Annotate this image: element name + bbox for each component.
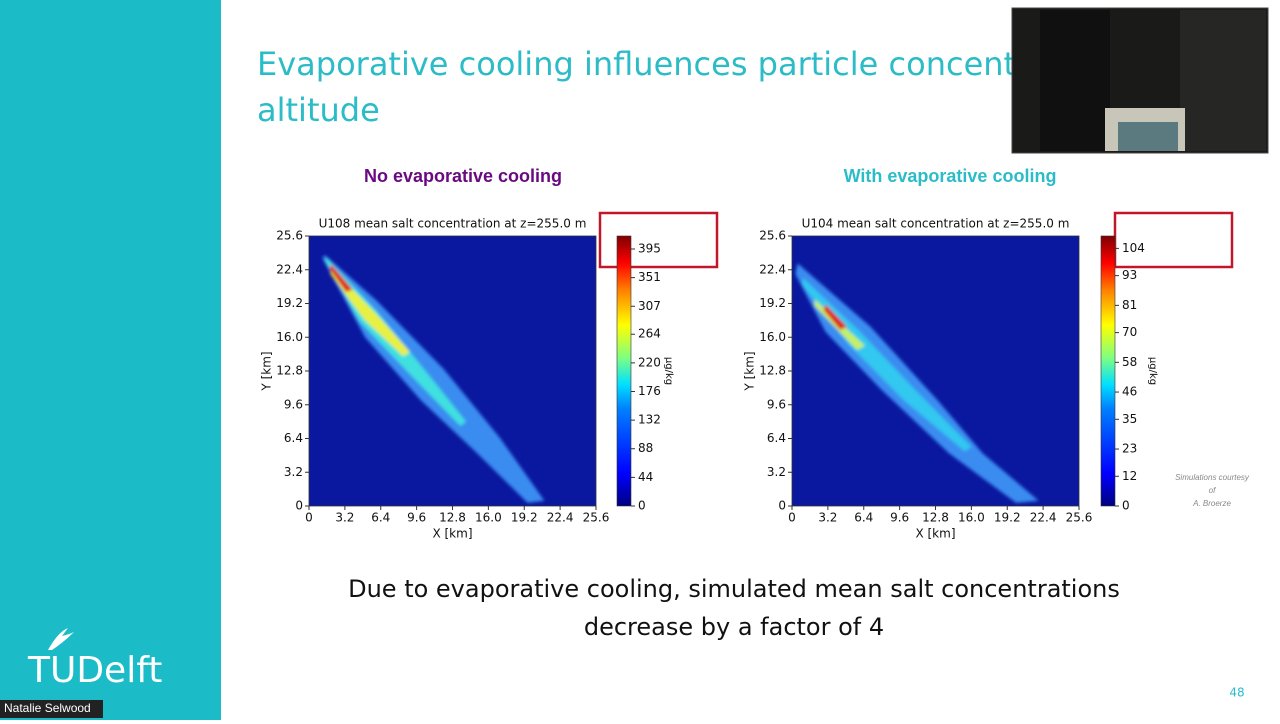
y-tick-label: 6.4 <box>767 431 786 445</box>
y-tick-label: 12.8 <box>276 364 303 378</box>
plot-title: U104 mean salt concentration at z=255.0 … <box>802 217 1070 231</box>
panel-heading: No evaporative cooling <box>364 166 562 186</box>
colorbar-tick-label: 220 <box>638 355 661 369</box>
x-tick-label: 22.4 <box>547 511 574 525</box>
plume-shape <box>329 264 353 292</box>
y-tick-label: 6.4 <box>284 431 303 445</box>
slide-title: altitude <box>257 91 380 129</box>
y-tick-label: 9.6 <box>767 397 786 411</box>
colorbar <box>1100 235 1116 507</box>
x-tick-label: 25.6 <box>1066 511 1093 525</box>
x-tick-label: 6.4 <box>854 511 873 525</box>
plume <box>795 263 1039 503</box>
wall <box>1180 10 1266 151</box>
sidebar <box>0 0 221 720</box>
colorbar-tick-label: 35 <box>1122 412 1137 426</box>
y-tick-label: 16.0 <box>276 330 303 344</box>
colorbar-tick-label: 88 <box>638 441 653 455</box>
x-axis-label: X [km] <box>915 527 955 541</box>
y-tick-label: 22.4 <box>276 262 303 276</box>
y-tick-label: 19.2 <box>276 296 303 310</box>
plume-shape <box>823 304 847 330</box>
name-tag <box>0 700 103 718</box>
colorbar-tick-label: 176 <box>638 384 661 398</box>
y-tick-label: 22.4 <box>759 262 786 276</box>
x-tick-label: 3.2 <box>818 511 837 525</box>
x-tick-label: 0 <box>788 511 796 525</box>
heatmap-background <box>792 236 1079 506</box>
y-tick-label: 25.6 <box>759 229 786 243</box>
x-tick-label: 25.6 <box>583 511 610 525</box>
caption: Due to evaporative cooling, simulated me… <box>348 575 1120 603</box>
panel-heading: With evaporative cooling <box>844 166 1057 186</box>
page-number: 48 <box>1229 686 1244 700</box>
credit: of <box>1209 486 1216 495</box>
y-axis-label: Y [km] <box>743 351 757 391</box>
colorbar-label: µg/kg <box>1147 357 1158 385</box>
x-tick-label: 3.2 <box>335 511 354 525</box>
colorbar-tick-label: 104 <box>1122 241 1145 255</box>
caption: decrease by a factor of 4 <box>584 613 884 641</box>
y-axis-label: Y [km] <box>260 351 274 391</box>
y-tick-label: 3.2 <box>767 465 786 479</box>
x-tick-label: 6.4 <box>371 511 390 525</box>
plume <box>322 254 545 503</box>
colorbar-tick-label: 23 <box>1122 442 1137 456</box>
x-tick-label: 19.2 <box>994 511 1021 525</box>
x-tick-label: 12.8 <box>439 511 466 525</box>
y-tick-label: 3.2 <box>284 465 303 479</box>
x-tick-label: 9.6 <box>890 511 909 525</box>
y-tick-label: 12.8 <box>759 364 786 378</box>
y-tick-label: 25.6 <box>276 229 303 243</box>
colorbar-tick-label: 46 <box>1122 385 1137 399</box>
colorbar-tick-label: 12 <box>1122 469 1137 483</box>
x-axis-label: X [km] <box>432 527 472 541</box>
y-tick-label: 19.2 <box>759 296 786 310</box>
colorbar-tick-label: 395 <box>638 242 661 256</box>
y-tick-label: 0 <box>778 499 786 513</box>
colorbar-tick-label: 0 <box>638 499 646 513</box>
y-tick-label: 0 <box>295 499 303 513</box>
logo-flame <box>48 628 74 650</box>
colorbar-label: µg/kg <box>663 357 674 385</box>
colorbar-tick-label: 93 <box>1122 268 1137 282</box>
x-tick-label: 9.6 <box>407 511 426 525</box>
colorbar-tick-label: 307 <box>638 299 661 313</box>
podium-sign <box>1118 122 1178 151</box>
plume-shape <box>802 278 972 452</box>
colorbar-tick-label: 264 <box>638 327 661 341</box>
y-tick-label: 16.0 <box>759 330 786 344</box>
colorbar-tick-label: 351 <box>638 270 661 284</box>
x-tick-label: 16.0 <box>475 511 502 525</box>
credit: Simulations courtesy <box>1175 473 1250 482</box>
x-tick-label: 19.2 <box>511 511 538 525</box>
highlight-box <box>598 211 719 269</box>
x-tick-label: 22.4 <box>1030 511 1057 525</box>
curtain <box>1040 10 1110 151</box>
plume-shape <box>795 263 1039 503</box>
x-tick-label: 16.0 <box>958 511 985 525</box>
plot-title: U108 mean salt concentration at z=255.0 … <box>319 217 587 231</box>
colorbar-tick-label: 0 <box>1122 499 1130 513</box>
colorbar <box>616 235 632 507</box>
y-tick-label: 9.6 <box>284 397 303 411</box>
credit: A. Broerze <box>1192 499 1231 508</box>
colorbar-tick-label: 81 <box>1122 298 1137 312</box>
colorbar-tick-label: 44 <box>638 470 653 484</box>
colorbar-tick-label: 58 <box>1122 355 1137 369</box>
participant-name: Natalie Selwood <box>4 701 91 715</box>
logo: TUDelft <box>27 650 162 691</box>
x-tick-label: 12.8 <box>922 511 949 525</box>
colorbar-tick-label: 70 <box>1122 325 1137 339</box>
colorbar-tick-label: 132 <box>638 413 661 427</box>
heatmap-background <box>309 236 596 506</box>
x-tick-label: 0 <box>305 511 313 525</box>
slide-title: Evaporative cooling influences particle … <box>257 45 1049 83</box>
